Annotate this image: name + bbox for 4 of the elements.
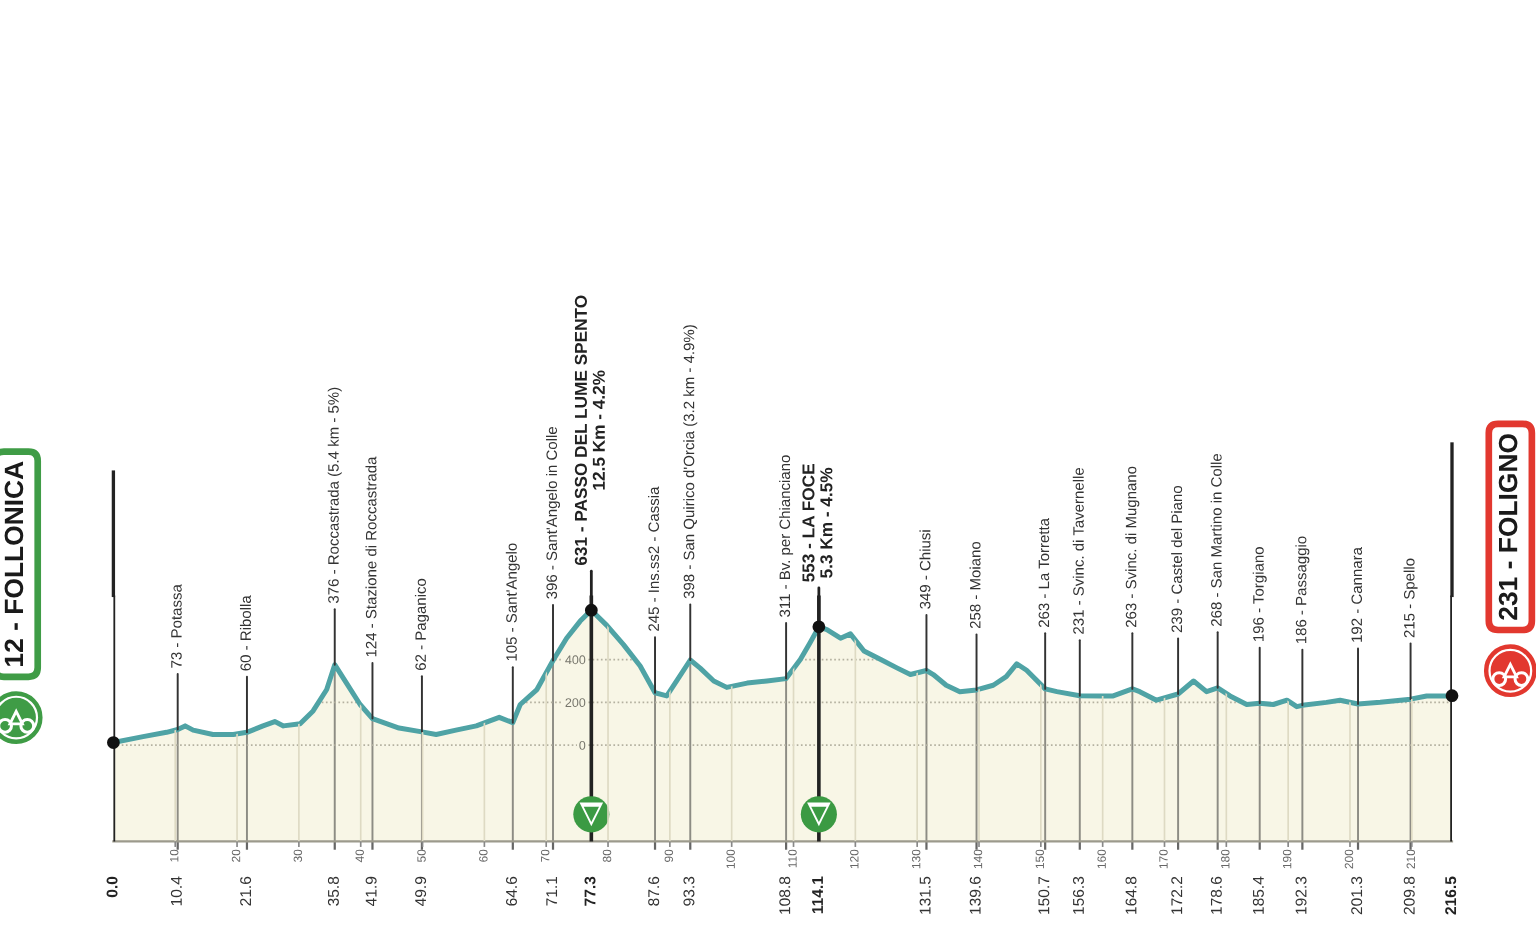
text: 12 - FOLLONICA [4,461,24,666]
annotation: 553 - LA FOCE 5.3 Km - 4.5% [802,464,833,582]
annotation: 631 - PASSO DEL LUME SPENTO 12.5 Km - 4.2% [574,295,605,566]
text: 231 - FOLIGNO [1498,434,1518,620]
